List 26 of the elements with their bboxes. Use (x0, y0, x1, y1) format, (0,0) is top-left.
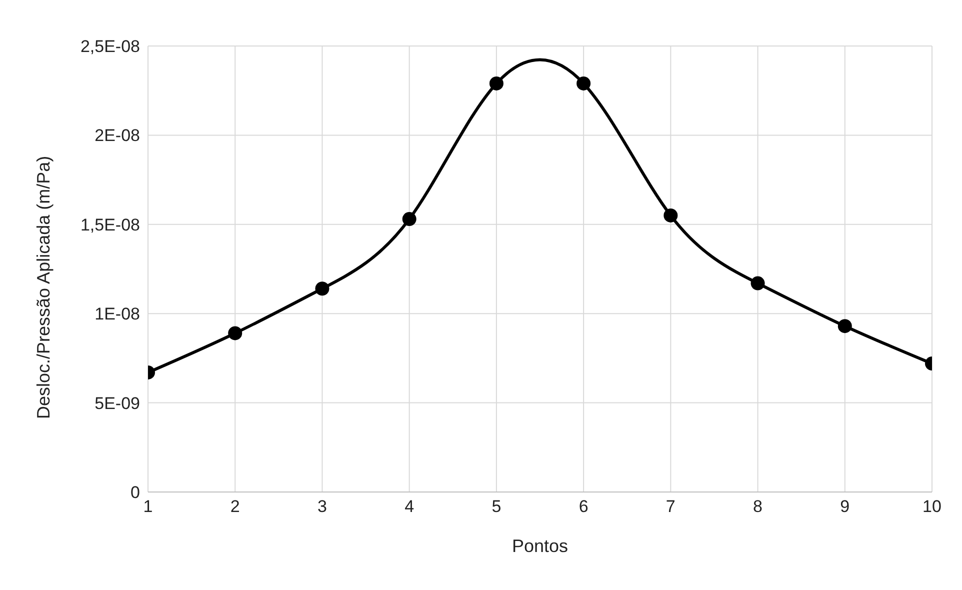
point (228, 326, 242, 340)
x-tick-label: 5 (492, 497, 502, 516)
x-tick-label: 8 (753, 497, 763, 516)
x-tick-label: 1 (143, 497, 153, 516)
x-tick-label: 6 (578, 497, 588, 516)
point (402, 212, 416, 226)
point (838, 319, 852, 334)
point (664, 208, 678, 222)
y-tick-label: 0 (130, 483, 140, 502)
x-axis-title: Pontos (512, 536, 568, 556)
point (315, 282, 330, 296)
y-tick-label: 1,5E-08 (80, 215, 140, 234)
point (489, 76, 504, 90)
y-tick-label: 5E-09 (94, 394, 140, 413)
x-tick-label: 9 (840, 497, 850, 516)
point (576, 76, 591, 90)
y-tick-label: 2E-08 (94, 126, 140, 146)
y-tick-label: 2,5E-08 (80, 37, 140, 56)
x-tick-label: 2 (230, 497, 240, 516)
y-axis-title: Desloc./Pressão Aplicada (m/Pa) (33, 156, 54, 419)
x-tick-label: 7 (666, 497, 676, 516)
x-tick-label: 4 (404, 497, 414, 516)
x-tick-label: 3 (317, 497, 327, 516)
y-tick-label: 1E-08 (94, 304, 140, 324)
point (750, 276, 765, 290)
x-tick-label: 10 (922, 497, 942, 516)
